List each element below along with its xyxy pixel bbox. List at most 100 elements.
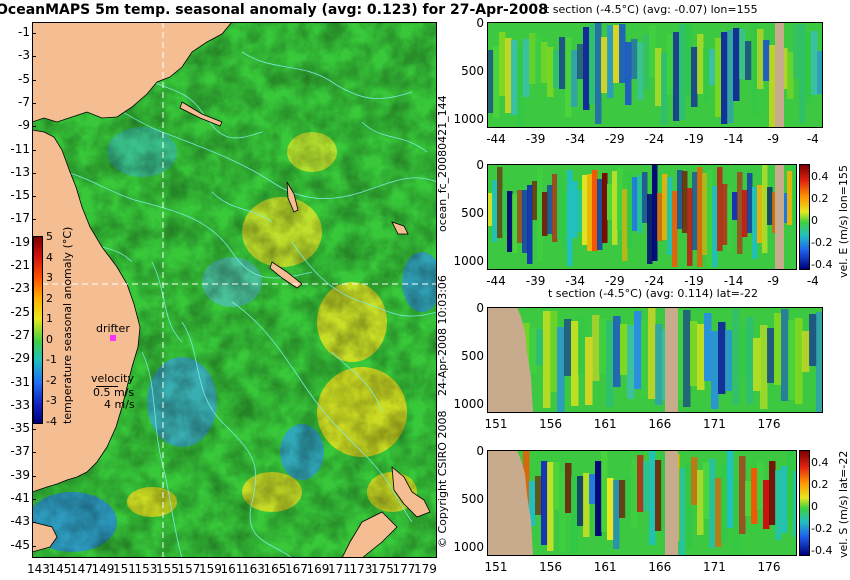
section-band xyxy=(679,24,686,120)
section-band xyxy=(795,318,803,404)
section-band xyxy=(583,473,590,537)
velocity-colorbar-tick-label: 0.2 xyxy=(811,478,829,491)
velocity-value-2: 4 m/s xyxy=(104,398,135,411)
panel-x-tick-label: -19 xyxy=(684,274,704,288)
map-lon-tick-label: 157 xyxy=(177,562,201,576)
section-band xyxy=(606,321,614,407)
section-band xyxy=(634,311,642,389)
section-band xyxy=(583,27,590,110)
section-band xyxy=(607,25,614,98)
section-band xyxy=(767,328,775,383)
section-band xyxy=(739,456,746,534)
map-lat-tick-label: -45 xyxy=(10,537,30,552)
map-lat-tick-label: -13 xyxy=(10,164,30,179)
section-band xyxy=(643,34,650,90)
section-band xyxy=(517,190,523,243)
map-lon-tick-label: 167 xyxy=(285,562,308,576)
section-band xyxy=(511,40,518,115)
panel-2-velocity-east-lon[interactable] xyxy=(487,164,797,270)
map-colorbar-label: temperature seasonal anomaly (°C) xyxy=(61,226,74,424)
section-band xyxy=(655,48,662,106)
map-colorbar-tick-label: -2 xyxy=(46,373,57,387)
section-band xyxy=(637,42,644,100)
section-band xyxy=(487,50,494,113)
velocity-colorbar-tick-label: 0.4 xyxy=(811,456,829,469)
section-band xyxy=(673,32,680,121)
section-band xyxy=(781,309,789,401)
map-lat-tick-label: -7 xyxy=(18,94,30,109)
panel-x-tick-label: 166 xyxy=(648,417,672,431)
section-band xyxy=(649,451,656,545)
map-lat-tick-label: -33 xyxy=(10,397,30,412)
panel-4-velocity-south-lat[interactable] xyxy=(487,450,797,556)
section-band xyxy=(536,329,544,365)
section-band xyxy=(529,481,536,526)
timestamp-label: 24-Apr-2008 10:03:06 xyxy=(436,275,449,396)
panel-3-temperature-section-lat[interactable] xyxy=(487,307,823,413)
section-band xyxy=(672,191,678,267)
section-band xyxy=(746,317,754,404)
panel-y-tick-label: 500 xyxy=(461,349,484,363)
section-band xyxy=(703,48,710,101)
panel-x-tick-label: 171 xyxy=(702,560,726,574)
section-band xyxy=(722,184,728,245)
panel-x-tick-label: -44 xyxy=(486,132,506,146)
section-band xyxy=(727,187,733,251)
map-frame xyxy=(32,22,437,558)
section-band xyxy=(683,310,691,407)
section-band xyxy=(505,38,512,113)
panel-3-title: t section (-4.5°C) (avg: 0.114) lat=-22 xyxy=(548,287,758,300)
section-band xyxy=(553,50,560,88)
section-band xyxy=(677,170,683,229)
new-caledonia-land xyxy=(269,261,303,289)
section-band xyxy=(697,470,704,535)
section-land xyxy=(487,307,533,413)
panel-y-tick-label: 500 xyxy=(461,492,484,506)
section-band xyxy=(612,171,618,245)
section-band xyxy=(631,459,638,529)
section-band xyxy=(622,189,628,261)
panel-x-tick-label: -19 xyxy=(684,132,704,146)
section-band xyxy=(507,191,513,252)
map-lon-tick-label: 155 xyxy=(156,562,179,576)
map-lat-tick-label: -9 xyxy=(18,118,30,133)
map-lat-tick-label: -17 xyxy=(10,211,30,226)
tasmania-land xyxy=(32,521,58,553)
section-band xyxy=(767,187,773,225)
section-band xyxy=(631,39,638,79)
section-band xyxy=(632,177,638,231)
panel-y-tick-label: 500 xyxy=(461,206,484,220)
velocity-value-1: 0.5 m/s xyxy=(93,386,135,399)
panel-x-tick-label: 176 xyxy=(757,417,781,431)
section-band xyxy=(547,185,553,234)
section-band xyxy=(799,24,806,123)
section-band xyxy=(787,171,793,225)
section-band xyxy=(709,49,716,85)
section-band xyxy=(707,170,713,267)
map-title: OceanMAPS 5m temp. seasonal anomaly (avg… xyxy=(0,2,548,18)
section-band xyxy=(717,167,723,251)
section-band xyxy=(582,175,588,245)
section-band xyxy=(769,461,776,525)
drifter-marker[interactable] xyxy=(110,335,116,341)
drifter-label: drifter xyxy=(96,322,130,335)
temperature-anomaly-map[interactable] xyxy=(32,22,437,558)
section-band xyxy=(617,167,623,230)
section-band xyxy=(763,480,770,529)
velocity-colorbar-tick-label: -0.2 xyxy=(811,236,833,249)
section-band xyxy=(760,325,768,409)
map-lon-tick-label: 165 xyxy=(263,562,287,576)
map-lat-tick-label: -39 xyxy=(10,467,30,482)
section-band xyxy=(732,309,740,405)
map-lon-tick-label: 149 xyxy=(91,562,115,576)
map-lat-tick xyxy=(32,172,36,174)
section-band xyxy=(537,167,543,261)
section-band xyxy=(627,325,635,399)
panel-x-tick-label: -44 xyxy=(486,274,506,288)
velocity-colorbar-tick-label: 0 xyxy=(811,214,818,227)
map-lat-tick xyxy=(32,33,36,34)
section-band xyxy=(543,311,551,408)
section-band xyxy=(599,319,607,374)
section-band xyxy=(493,46,500,118)
panel-1-temperature-section-lon[interactable] xyxy=(487,22,823,128)
